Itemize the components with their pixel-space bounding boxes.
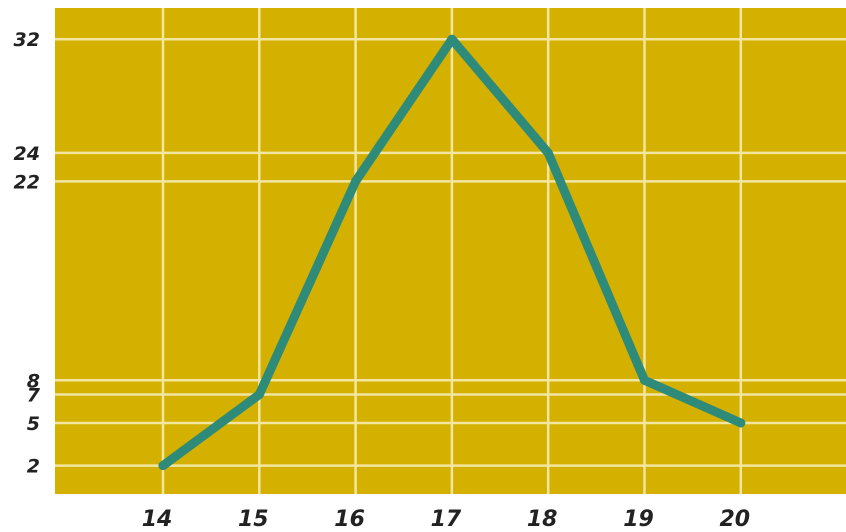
x-tick-label-14: 14 [142,507,173,532]
x-tick-label-15: 15 [238,507,269,532]
x-axis-tick-labels: 14 15 16 17 18 19 20 [142,507,750,532]
data-point-20 [736,418,746,428]
y-tick-label-22: 22 [14,171,40,193]
data-point-18 [543,148,553,158]
x-tick-label-16: 16 [334,507,365,532]
x-tick-label-18: 18 [527,507,558,532]
vertical-gridlines [161,8,743,494]
x-tick-label-17: 17 [431,507,462,532]
data-point-19 [640,375,649,385]
y-tick-label-7: 7 [27,385,41,407]
y-axis-tick-labels: 2 5 78 22 24 32 [14,29,41,477]
y-tick-label-2: 2 [27,456,40,478]
y-tick-label-5: 5 [27,413,40,435]
data-point-14 [158,461,168,471]
y-tick-label-24: 24 [14,143,40,165]
x-tick-label-19: 19 [623,507,654,532]
data-point-16 [351,176,361,186]
x-tick-label-20: 20 [719,507,750,532]
y-tick-label-32: 32 [14,29,40,51]
data-point-17 [447,34,457,44]
y-tick-label-8: 8 [27,370,40,392]
data-point-15 [254,390,264,400]
data-points [158,34,746,471]
